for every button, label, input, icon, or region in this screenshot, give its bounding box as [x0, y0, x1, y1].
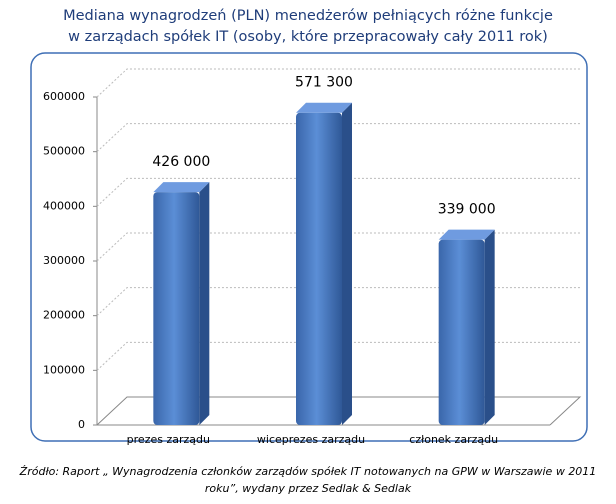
chart-title: Mediana wynagrodzeń (PLN) menedżerów peł…	[63, 8, 553, 45]
bar-top	[296, 102, 352, 113]
y-tick-label: 100000	[43, 363, 85, 376]
bar-front	[438, 239, 485, 425]
bar-side	[484, 229, 495, 425]
source-note: Źródło: Raport „ Wynagrodzenia członków …	[19, 465, 597, 495]
grid-line	[96, 68, 580, 98]
bar-side	[199, 182, 210, 425]
bar	[296, 102, 352, 425]
y-tick-label: 300000	[43, 254, 85, 267]
value-label: 339 000	[438, 202, 496, 218]
floor	[96, 396, 582, 426]
bar-front	[296, 112, 342, 425]
y-tick-label: 0	[78, 418, 85, 431]
y-tick-label: 400000	[43, 199, 85, 212]
y-tick-label: 600000	[43, 90, 85, 103]
y-tick-label: 200000	[43, 309, 85, 322]
x-tick-label: prezes zarządu	[127, 433, 210, 446]
value-label: 571 300	[295, 75, 353, 91]
bar	[438, 229, 495, 425]
grid-line	[96, 287, 580, 317]
value-label: 426 000	[152, 154, 210, 170]
bar-side	[342, 102, 352, 425]
chart: 0 100000 200000 300000 400000 500000 600000 pre…	[30, 52, 588, 446]
bar-top	[438, 229, 495, 240]
x-tick-label: członek zarządu	[409, 433, 498, 446]
y-tick-label: 500000	[43, 145, 85, 158]
bar	[153, 182, 210, 425]
bar-front	[153, 192, 200, 425]
grid-line	[96, 341, 580, 371]
x-tick-label: wiceprezes zarządu	[257, 433, 365, 446]
grid-line	[96, 177, 580, 207]
grid-line	[96, 232, 580, 262]
bar-top	[153, 182, 210, 193]
grid-line	[96, 123, 580, 153]
